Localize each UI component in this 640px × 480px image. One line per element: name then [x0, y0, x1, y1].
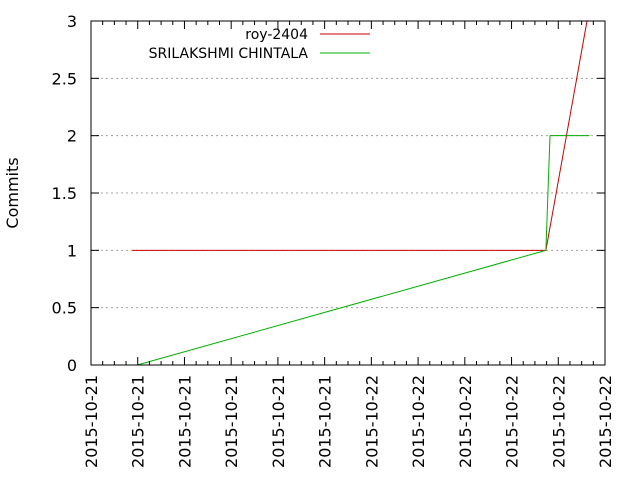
x-tick-label: 2015-10-22	[503, 375, 522, 468]
plot-series	[132, 20, 590, 366]
y-tick-label: 0.5	[52, 299, 77, 318]
y-axis-title: Commits	[3, 157, 22, 228]
y-tick-label: 3	[67, 12, 77, 31]
x-tick-label: 2015-10-21	[316, 375, 335, 468]
x-tick-label: 2015-10-22	[409, 375, 428, 468]
y-tick-label: 0	[67, 356, 77, 375]
legend: roy-2404 SRILAKSHMI CHINTALA	[149, 27, 370, 62]
x-tick-label: 2015-10-21	[222, 375, 241, 468]
x-tick-label: 2015-10-22	[456, 375, 475, 468]
y-tick-label: 1	[67, 241, 77, 260]
x-tick-label: 2015-10-21	[129, 375, 148, 468]
y-tick-label: 1.5	[52, 184, 77, 203]
series-line-1	[137, 135, 590, 366]
x-axis-ticks: 2015-10-21 2015-10-21 2015-10-21 2015-10-21…	[82, 21, 615, 468]
legend-label-0: roy-2404	[245, 27, 308, 43]
y-axis-ticks: 0 0.5 1 1.5 2 2.5 3	[52, 12, 605, 375]
x-tick-label: 2015-10-21	[175, 375, 194, 468]
y-tick-label: 2.5	[52, 69, 77, 88]
x-tick-label: 2015-10-21	[82, 375, 101, 468]
x-tick-label: 2015-10-21	[269, 375, 288, 468]
x-tick-label: 2015-10-22	[549, 375, 568, 468]
y-tick-label: 2	[67, 127, 77, 146]
legend-label-1: SRILAKSHMI CHINTALA	[149, 46, 309, 62]
grid-lines	[91, 77, 605, 309]
x-tick-label: 2015-10-22	[596, 375, 615, 468]
x-tick-label: 2015-10-22	[362, 375, 381, 468]
